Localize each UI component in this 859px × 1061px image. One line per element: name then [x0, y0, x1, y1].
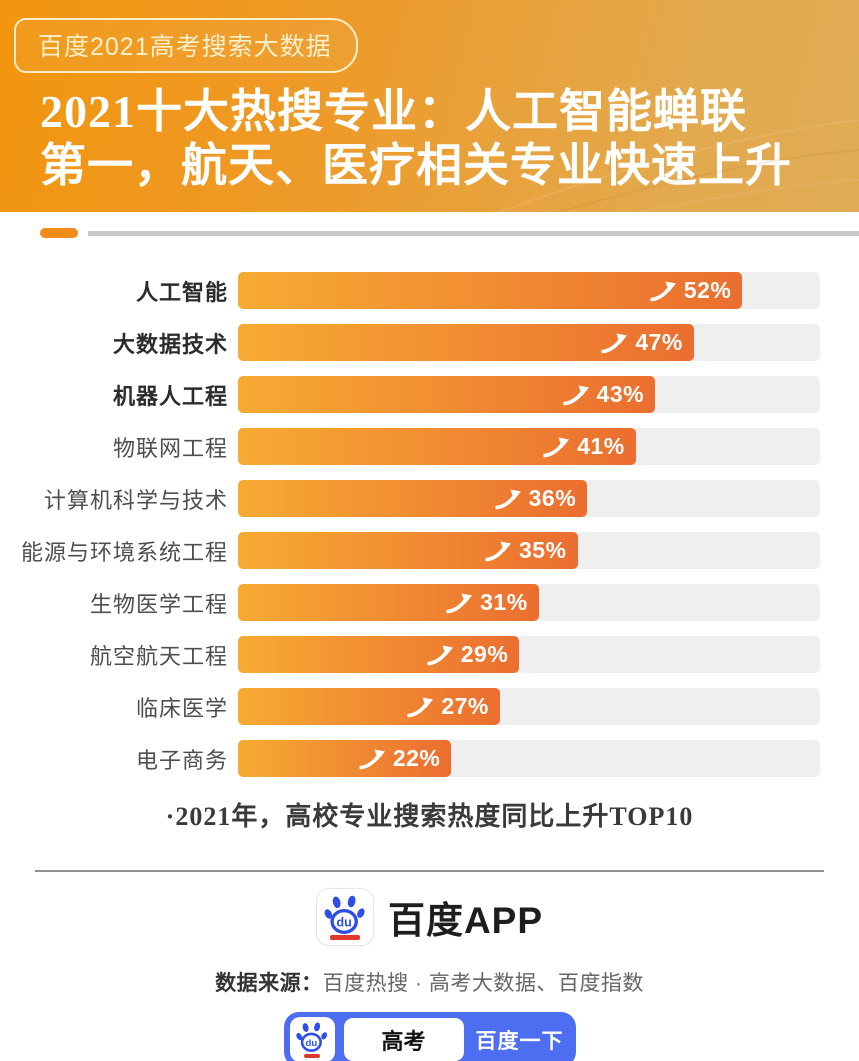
- report-badge: 百度2021高考搜索大数据: [14, 18, 358, 73]
- baidu-app-wordmark: 百度APP: [387, 900, 544, 941]
- bar-value: 29%: [460, 641, 509, 667]
- bar-track: 43%: [238, 376, 820, 413]
- bar-track: 52%: [238, 272, 820, 309]
- chart-row: 人工智能 52%: [0, 272, 820, 309]
- bar-label: 临床医学: [135, 695, 228, 721]
- data-source: 数据来源：百度热搜 · 高考大数据、百度指数: [0, 967, 859, 997]
- bar-fill: 36%: [238, 480, 588, 517]
- bar-track: 27%: [238, 688, 820, 725]
- chart-row: 电子商务 22%: [0, 740, 820, 777]
- trend-arrow-icon: [601, 333, 628, 353]
- data-source-label: 数据来源：: [215, 972, 323, 995]
- bar-label: 大数据技术: [112, 331, 228, 357]
- bar-value: 52%: [683, 277, 732, 303]
- bar-fill: 29%: [238, 636, 520, 673]
- bar-value: 31%: [480, 589, 528, 615]
- trend-arrow-icon: [494, 489, 521, 509]
- paw-glyph-icon-small: du: [296, 1022, 328, 1052]
- page-title: 2021十大热搜专业：人工智能蝉联 第一，航天、医疗相关专业快速上升: [40, 85, 859, 193]
- bar-label: 生物医学工程: [89, 591, 228, 617]
- chart-row: 临床医学 27%: [0, 688, 820, 725]
- bar-fill: 43%: [238, 376, 656, 413]
- page-title-line2: 第一，航天、医疗相关专业快速上升: [40, 139, 792, 191]
- bar-label: 能源与环境系统工程: [20, 539, 228, 565]
- chart-row: 物联网工程 41%: [0, 428, 820, 465]
- bar-track: 47%: [238, 324, 820, 361]
- bar-value: 43%: [596, 381, 645, 407]
- chart-row: 机器人工程 43%: [0, 376, 820, 413]
- bar-fill: 47%: [238, 324, 694, 361]
- bar-fill: 41%: [238, 428, 636, 465]
- accent-dash: [40, 228, 78, 238]
- chart-row: 计算机科学与技术 36%: [0, 480, 820, 517]
- bar-value: 22%: [392, 745, 441, 771]
- baidu-search-bar: du 百度一下: [283, 1012, 576, 1061]
- svg-text:du: du: [336, 916, 351, 930]
- baidu-app-logo: du 百度APP: [0, 888, 859, 946]
- svg-text:du: du: [306, 1038, 318, 1049]
- bar-value: 36%: [528, 485, 577, 511]
- search-icon-red-dash: [304, 1054, 320, 1058]
- bar-value: 41%: [577, 433, 625, 459]
- bar-track: 36%: [238, 480, 820, 517]
- bar-fill: 35%: [238, 532, 578, 569]
- bar-value: 27%: [441, 693, 489, 719]
- search-baidu-icon: du: [289, 1017, 335, 1061]
- header-banner: 百度2021高考搜索大数据 2021十大热搜专业：人工智能蝉联 第一，航天、医疗…: [0, 0, 859, 212]
- trend-arrow-icon: [359, 749, 385, 769]
- bar-chart: 人工智能 52% 大数据技术 47: [0, 272, 820, 777]
- trend-arrow-icon: [446, 593, 473, 613]
- footer-divider: [35, 870, 824, 872]
- trend-arrow-icon: [407, 697, 434, 717]
- bar-track: 31%: [238, 584, 820, 621]
- chart-caption: ·2021年，高校专业搜索热度同比上升TOP10: [165, 802, 694, 831]
- bar-track: 41%: [238, 428, 820, 465]
- search-input[interactable]: [343, 1018, 464, 1061]
- bar-fill: 22%: [238, 740, 452, 777]
- chart-row: 大数据技术 47%: [0, 324, 820, 361]
- page-title-line1: 2021十大热搜专业：人工智能蝉联: [40, 86, 747, 137]
- trend-arrow-icon: [485, 541, 511, 561]
- bar-label: 航空航天工程: [89, 643, 228, 669]
- bar-label: 机器人工程: [112, 383, 228, 409]
- chart-row: 能源与环境系统工程 35%: [0, 532, 820, 569]
- bar-fill: 52%: [238, 272, 743, 309]
- trend-arrow-icon: [543, 437, 570, 457]
- bar-track: 29%: [238, 636, 820, 673]
- baidu-paw-icon: du: [315, 888, 374, 946]
- chart-row: 生物医学工程 31%: [0, 584, 820, 621]
- bar-label: 电子商务: [135, 747, 228, 773]
- bar-label: 物联网工程: [112, 435, 228, 461]
- bar-value: 35%: [518, 537, 567, 563]
- bar-track: 22%: [238, 740, 820, 777]
- data-source-value: 百度热搜 · 高考大数据、百度指数: [322, 972, 644, 995]
- logo-red-dash: [329, 935, 360, 940]
- bar-fill: 31%: [238, 584, 539, 621]
- chart-row: 航空航天工程 29%: [0, 636, 820, 673]
- bar-label: 计算机科学与技术: [43, 487, 228, 513]
- bar-label: 人工智能: [135, 279, 228, 305]
- trend-arrow-icon: [426, 645, 453, 665]
- trend-arrow-icon: [650, 281, 676, 301]
- bar-fill: 27%: [238, 688, 500, 725]
- paw-glyph-icon: du: [324, 895, 365, 934]
- bar-value: 47%: [635, 329, 683, 355]
- search-button[interactable]: 百度一下: [473, 1025, 567, 1055]
- section-marker: [40, 228, 859, 238]
- bar-track: 35%: [238, 532, 820, 569]
- divider-line-top: [88, 230, 859, 236]
- decorative-waves: [498, 119, 859, 212]
- trend-arrow-icon: [562, 385, 589, 405]
